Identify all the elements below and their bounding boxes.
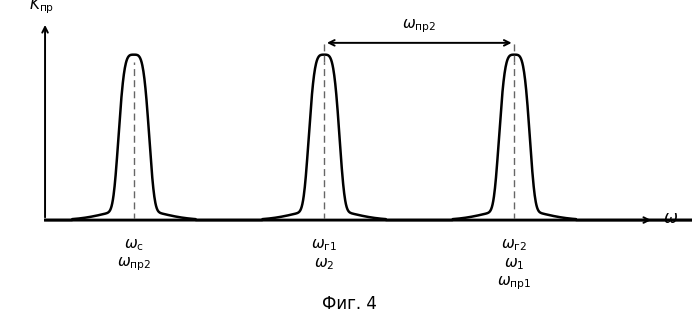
Text: $\omega_{\rm с}$: $\omega_{\rm с}$ [124, 237, 144, 253]
Text: $K_{\rm пр}$: $K_{\rm пр}$ [29, 0, 55, 16]
Text: $\omega_{1}$: $\omega_{1}$ [504, 256, 525, 271]
Text: $\omega_{2}$: $\omega_{2}$ [314, 256, 334, 271]
Text: $\omega_{\rm г2}$: $\omega_{\rm г2}$ [501, 237, 528, 253]
Text: $\omega$: $\omega$ [663, 209, 679, 227]
Text: Фиг. 4: Фиг. 4 [322, 296, 377, 314]
Text: $\omega_{\rm пр2}$: $\omega_{\rm пр2}$ [402, 18, 436, 35]
Text: $\omega_{\rm пр1}$: $\omega_{\rm пр1}$ [497, 275, 531, 292]
Text: $\omega_{\rm пр2}$: $\omega_{\rm пр2}$ [117, 256, 151, 273]
Text: $\omega_{\rm г1}$: $\omega_{\rm г1}$ [311, 237, 337, 253]
